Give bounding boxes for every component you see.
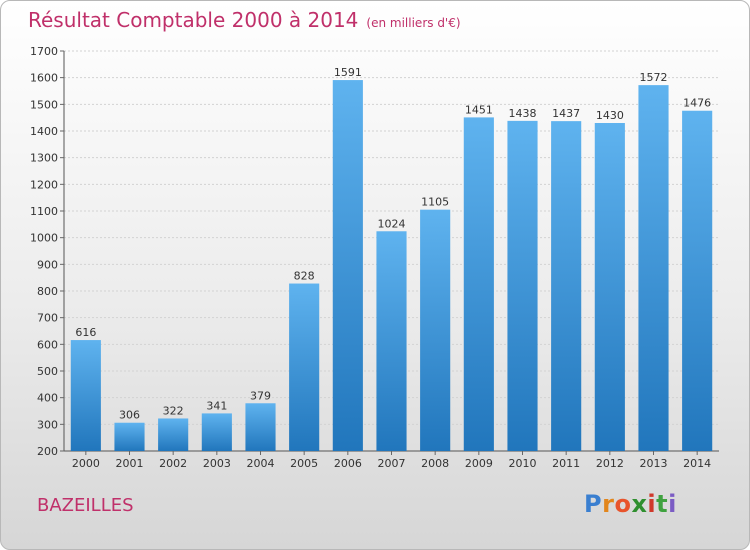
bar-2004: [245, 403, 276, 451]
unit-note: (en milliers d'€): [366, 16, 461, 30]
data-label-2008: 1105: [421, 196, 449, 209]
bar-2010: [507, 120, 538, 451]
y-tick-label: 1600: [30, 72, 58, 85]
data-labels: 616 306 322 341 379 828 1591 1024 1105 1451 1438 14…: [75, 66, 711, 422]
x-axis-ticks: 2000 2001 2002 2003 2004 2005 2006 2007 2008 2009…: [72, 451, 711, 470]
data-label-2004: 379: [250, 389, 271, 402]
y-tick-label: 1500: [30, 98, 58, 111]
bar-2001: [114, 422, 145, 451]
bar-2006: [332, 80, 363, 452]
y-tick-label: 1300: [30, 152, 58, 165]
y-tick-label: 1100: [30, 205, 58, 218]
data-label-2005: 828: [294, 270, 315, 283]
y-tick-label: 600: [37, 338, 58, 351]
y-tick-label: 900: [37, 258, 58, 271]
data-label-2010: 1438: [509, 107, 537, 120]
x-tick-label-2008: 2008: [421, 457, 449, 470]
bar-2000: [70, 340, 101, 451]
proxiti-logo: Proxiti: [584, 490, 677, 518]
x-tick-label-2004: 2004: [247, 457, 275, 470]
bar-2014: [682, 110, 713, 451]
data-label-2009: 1451: [465, 103, 493, 116]
x-tick-label-2007: 2007: [378, 457, 406, 470]
y-tick-label: 1700: [30, 45, 58, 58]
y-tick-label: 200: [37, 445, 58, 458]
x-tick-label-2006: 2006: [334, 457, 362, 470]
bars: [70, 80, 713, 452]
y-tick-label: 1000: [30, 232, 58, 245]
data-label-2002: 322: [163, 404, 184, 417]
data-label-2001: 306: [119, 409, 140, 422]
bar-2005: [289, 283, 320, 451]
commune-name: BAZEILLES: [37, 495, 134, 516]
logo-letter: o: [614, 490, 632, 518]
logo-letter: t: [656, 490, 669, 518]
data-label-2012: 1430: [596, 109, 624, 122]
data-label-2013: 1572: [640, 71, 668, 84]
data-label-2011: 1437: [552, 107, 580, 120]
logo-letter: r: [602, 490, 615, 518]
x-tick-label-2003: 2003: [203, 457, 231, 470]
bar-2007: [376, 231, 407, 451]
y-axis-ticks: 200 300 400 500 600 700 800 900 1000 1100 1200 1300…: [30, 45, 64, 458]
x-tick-label-2012: 2012: [596, 457, 624, 470]
bar-2009: [463, 117, 494, 452]
y-tick-label: 1400: [30, 125, 58, 138]
x-tick-label-2009: 2009: [465, 457, 493, 470]
y-tick-label: 1200: [30, 178, 58, 191]
bar-2002: [158, 418, 189, 451]
y-tick-label: 800: [37, 285, 58, 298]
y-tick-label: 500: [37, 365, 58, 378]
x-tick-label-2005: 2005: [290, 457, 318, 470]
x-tick-label-2014: 2014: [683, 457, 711, 470]
x-tick-label-2000: 2000: [72, 457, 100, 470]
y-tick-label: 700: [37, 312, 58, 325]
y-tick-label: 300: [37, 418, 58, 431]
bar-2011: [551, 121, 582, 451]
data-label-2007: 1024: [378, 217, 406, 230]
logo-letter: P: [584, 490, 603, 518]
bar-2008: [420, 209, 451, 451]
data-label-2006: 1591: [334, 66, 362, 79]
bar-2013: [638, 85, 669, 451]
x-tick-label-2013: 2013: [640, 457, 668, 470]
logo-letter: i: [668, 490, 677, 518]
logo-letter: x: [631, 490, 648, 518]
y-tick-label: 400: [37, 392, 58, 405]
x-tick-label-2011: 2011: [552, 457, 580, 470]
bar-2003: [201, 413, 232, 451]
logo-letter: i: [647, 490, 657, 518]
chart-title-block: Résultat Comptable 2000 à 2014 (en millie…: [28, 8, 461, 32]
x-tick-label-2002: 2002: [159, 457, 187, 470]
data-label-2003: 341: [206, 399, 227, 412]
bar-2012: [594, 123, 625, 451]
x-tick-label-2010: 2010: [509, 457, 537, 470]
chart-title: Résultat Comptable 2000 à 2014: [28, 8, 359, 32]
data-label-2000: 616: [75, 326, 96, 339]
x-tick-label-2001: 2001: [116, 457, 144, 470]
data-label-2014: 1476: [683, 97, 711, 110]
